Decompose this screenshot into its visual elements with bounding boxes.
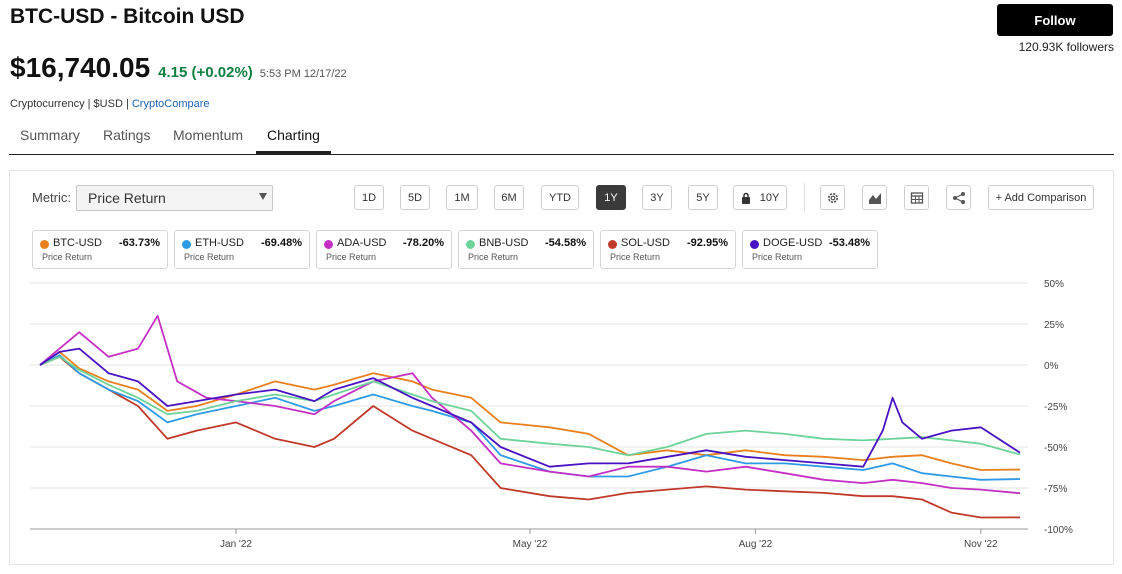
series-line-bnb-usd[interactable] [39,355,1021,457]
legend-percent: -54.58% [545,237,586,249]
series-color-dot [324,240,333,249]
range-1m-button[interactable]: 1M [446,185,478,210]
ticker-symbol: BTC-USD [10,5,105,28]
follow-button[interactable]: Follow [997,4,1113,36]
range-10y-label: 10Y [759,191,780,204]
series-color-dot [750,240,759,249]
caret-down-icon [259,193,267,200]
y-tick-label: -25% [1044,402,1067,413]
legend-metric: Price Return [610,252,661,262]
asset-name: - Bitcoin USD [104,5,245,28]
add-comparison-button[interactable]: + Add Comparison [988,185,1094,210]
page-title: BTC-USD - Bitcoin USD [10,5,245,29]
price-timestamp: 5:53 PM 12/17/22 [259,68,347,80]
tab-ratings[interactable]: Ratings [103,127,151,143]
share-icon [952,191,965,204]
series-color-dot [608,240,617,249]
y-tick-label: 0% [1044,361,1059,372]
range-6m-button[interactable]: 6M [494,185,524,210]
x-tick-label: Jan '22 [220,539,252,550]
table-view-button[interactable] [904,185,929,210]
x-tick-label: Aug '22 [739,539,773,550]
legend-metric: Price Return [752,252,803,262]
series-line-sol-usd[interactable] [39,355,1021,519]
series-line-ada-usd[interactable] [39,314,1021,495]
current-price: $16,740.05 [10,52,151,83]
asset-meta: Cryptocurrency | $USD | CryptoCompare [10,98,210,110]
lock-icon [741,192,750,204]
gear-icon [827,192,838,203]
legend-symbol: BTC-USD [53,237,102,249]
legend-symbol: ETH-USD [195,237,244,249]
legend-metric: Price Return [326,252,377,262]
legend-symbol: ADA-USD [337,237,387,249]
range-5y-button[interactable]: 5Y [688,185,718,210]
chart-type-button[interactable] [862,185,887,210]
legend-metric: Price Return [468,252,519,262]
chart-type-icon [868,192,881,204]
legend-item-eth[interactable]: ETH-USD -69.48% Price Return [174,230,310,269]
legend-percent: -53.48% [829,237,870,249]
range-1d-button[interactable]: 1D [354,185,384,210]
range-3y-button[interactable]: 3Y [642,185,672,210]
y-tick-label: -100% [1044,525,1073,536]
range-1y-button[interactable]: 1Y [596,185,626,210]
metric-select[interactable]: Price Return [76,185,273,211]
legend-symbol: BNB-USD [479,237,529,249]
legend-item-btc[interactable]: BTC-USD -63.73% Price Return [32,230,168,269]
x-tick-label: Nov '22 [964,539,998,550]
y-tick-label: 50% [1044,279,1064,290]
range-ytd-button[interactable]: YTD [541,185,579,210]
legend-metric: Price Return [184,252,235,262]
metric-select-value: Price Return [88,190,166,206]
series-line-btc-usd[interactable] [39,351,1021,471]
asset-category: Cryptocurrency | $USD | [10,98,132,110]
legend-percent: -78.20% [403,237,444,249]
series-color-dot [182,240,191,249]
tab-charting[interactable]: Charting [256,120,331,154]
tab-summary[interactable]: Summary [20,127,80,143]
series-line-doge-usd[interactable] [39,347,1021,468]
y-tick-label: 25% [1044,320,1064,331]
legend-item-bnb[interactable]: BNB-USD -54.58% Price Return [458,230,594,269]
tab-bar: Summary Ratings Momentum Charting [9,120,1114,155]
legend-symbol: DOGE-USD [763,237,823,249]
legend-percent: -63.73% [119,237,160,249]
share-button[interactable] [946,185,971,210]
table-icon [910,191,923,204]
toolbar-divider [804,183,805,211]
range-10y-button[interactable]: 10Y [733,185,787,210]
settings-button[interactable] [820,185,845,210]
legend-percent: -69.48% [261,237,302,249]
legend-percent: -92.95% [687,237,728,249]
followers-count: 120.93K followers [1018,40,1114,54]
chart-panel: Metric: Price Return 1D 5D 1M 6M YTD 1Y … [9,170,1114,565]
series-color-dot [40,240,49,249]
data-source-link[interactable]: CryptoCompare [131,98,210,110]
price-return-chart[interactable]: 50% 25% 0% -25% -50% -75% -100% Jan '22 May '22 A… [10,271,1110,561]
series-color-dot [466,240,475,249]
legend-item-ada[interactable]: ADA-USD -78.20% Price Return [316,230,452,269]
price-change: 4.15 (+0.02%) [158,64,253,81]
tab-momentum[interactable]: Momentum [173,127,244,143]
series-line-eth-usd[interactable] [39,354,1021,481]
price-row: $16,740.05 4.15 (+0.02%) 5:53 PM 12/17/2… [10,52,347,84]
y-tick-label: -75% [1044,484,1067,495]
legend-item-sol[interactable]: SOL-USD -92.95% Price Return [600,230,736,269]
range-5d-button[interactable]: 5D [400,185,430,210]
legend-symbol: SOL-USD [621,237,670,249]
legend-metric: Price Return [42,252,93,262]
x-tick-label: May '22 [513,539,548,550]
legend-item-doge[interactable]: DOGE-USD -53.48% Price Return [742,230,878,269]
y-tick-label: -50% [1044,443,1067,454]
metric-label: Metric: [32,190,71,205]
